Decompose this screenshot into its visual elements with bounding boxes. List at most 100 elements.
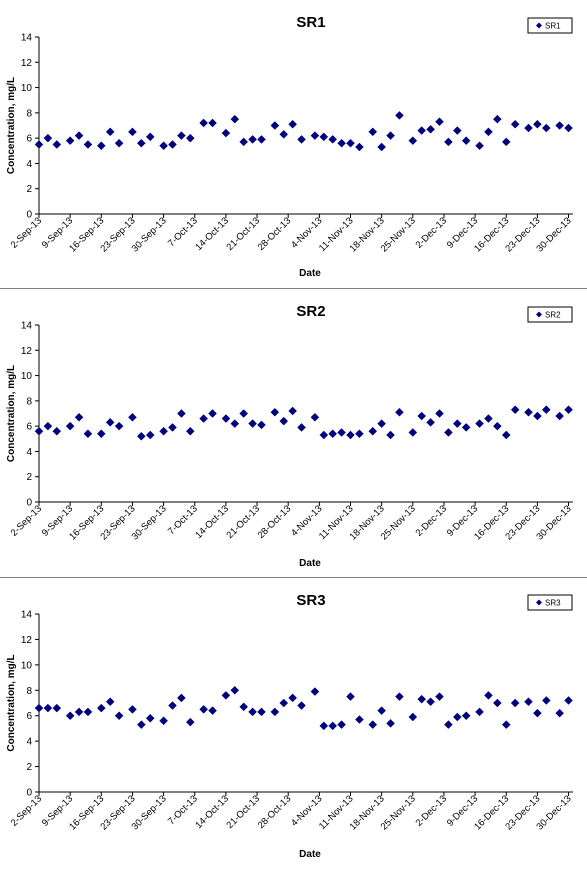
data-point xyxy=(417,411,427,421)
data-point xyxy=(310,131,320,140)
data-point xyxy=(52,140,62,149)
y-tick-label: 0 xyxy=(26,210,32,221)
x-axis-label: Date xyxy=(299,558,321,569)
legend-label: SR3 xyxy=(545,599,561,608)
data-point xyxy=(270,121,280,130)
data-point xyxy=(279,129,289,139)
data-point xyxy=(221,414,231,423)
x-tick-label: 2-Sep-13 xyxy=(9,503,44,538)
x-tick-label: 2-Sep-13 xyxy=(9,793,44,828)
y-tick-label: 4 xyxy=(26,447,32,458)
data-point xyxy=(185,426,195,436)
data-point xyxy=(328,429,338,439)
data-point xyxy=(43,703,53,713)
data-point xyxy=(257,420,266,430)
data-point xyxy=(346,692,355,701)
x-tick-label: 28-Oct-13 xyxy=(256,793,294,831)
chart-panel-sr1: SR1 0 2 4 6 8 10 12 14 2-Sep-13 9-Sep-13 16-Sep-13 2… xyxy=(0,0,587,289)
data-point xyxy=(395,111,404,120)
legend-label: SR1 xyxy=(545,22,561,31)
data-point xyxy=(105,127,115,137)
data-point xyxy=(461,136,471,146)
data-point xyxy=(408,428,418,437)
legend-box xyxy=(527,594,573,611)
data-point xyxy=(541,123,551,133)
data-point xyxy=(65,421,75,431)
data-point xyxy=(492,421,502,431)
data-point xyxy=(377,419,387,428)
data-point xyxy=(105,417,115,427)
data-point xyxy=(159,141,168,151)
data-point xyxy=(501,720,511,729)
y-tick-label: 14 xyxy=(21,321,33,332)
data-point xyxy=(65,136,75,146)
data-point xyxy=(114,711,124,721)
data-point xyxy=(221,128,231,138)
x-tick-label: 2-Dec-13 xyxy=(414,793,449,828)
data-point xyxy=(96,141,106,151)
data-point xyxy=(177,693,186,703)
data-point xyxy=(310,412,320,422)
data-point xyxy=(248,419,257,428)
data-point xyxy=(230,114,240,124)
data-point xyxy=(83,429,93,439)
y-tick-label: 12 xyxy=(21,635,33,646)
data-point xyxy=(34,426,44,436)
data-point xyxy=(355,715,364,724)
y-tick-label: 0 xyxy=(26,498,32,509)
data-point xyxy=(208,706,217,715)
data-point xyxy=(555,411,565,421)
data-point xyxy=(297,701,306,710)
chart-panel-sr2: SR2 0 2 4 6 8 10 12 14 2-Sep-13 9-Sep-13 16-Sep-13 2… xyxy=(0,289,587,578)
x-tick-label: 2-Dec-13 xyxy=(414,215,449,250)
chart-title: SR3 xyxy=(296,592,325,609)
legend-box xyxy=(527,17,573,34)
y-tick-label: 8 xyxy=(26,686,32,697)
data-point xyxy=(74,707,84,717)
chart-title: SR1 xyxy=(296,14,325,31)
chart-title: SR2 xyxy=(296,303,325,320)
data-point xyxy=(270,407,280,417)
y-axis-label: Concentration, mg/L xyxy=(6,365,17,462)
data-point xyxy=(208,409,217,418)
data-point xyxy=(426,697,435,707)
data-point xyxy=(533,411,542,421)
y-axis-label: Concentration, mg/L xyxy=(6,77,17,174)
y-tick-label: 0 xyxy=(26,788,32,799)
y-tick-label: 8 xyxy=(26,108,32,119)
y-tick-label: 4 xyxy=(26,159,32,170)
data-point xyxy=(96,429,106,439)
data-point xyxy=(337,720,346,729)
data-point xyxy=(297,423,306,432)
data-point xyxy=(199,414,209,423)
data-point xyxy=(368,426,378,436)
data-point xyxy=(435,409,444,418)
x-axis-label: Date xyxy=(299,849,321,860)
data-point xyxy=(492,698,502,708)
data-point xyxy=(555,708,565,718)
data-point xyxy=(524,123,533,133)
y-tick-label: 12 xyxy=(21,346,33,357)
data-point xyxy=(279,698,289,708)
data-point xyxy=(408,712,418,722)
data-point xyxy=(355,429,364,439)
y-tick-label: 6 xyxy=(26,134,32,145)
y-tick-label: 14 xyxy=(21,33,33,44)
x-tick-label: 28-Oct-13 xyxy=(256,215,294,253)
y-tick-label: 2 xyxy=(26,762,32,773)
data-point xyxy=(346,430,355,440)
data-point xyxy=(239,702,249,712)
data-point xyxy=(452,419,462,428)
y-axis-label: Concentration, mg/L xyxy=(6,654,17,751)
data-point xyxy=(337,138,346,148)
data-point xyxy=(377,142,387,152)
chart-sr3: SR3024681012142-Sep-139-Sep-1316-Sep-132… xyxy=(6,592,574,860)
y-tick-label: 10 xyxy=(21,660,33,671)
data-point xyxy=(288,119,298,129)
data-point xyxy=(355,142,364,152)
data-point xyxy=(185,717,195,727)
data-point xyxy=(83,140,93,149)
y-tick-label: 10 xyxy=(21,83,33,94)
data-point xyxy=(386,718,395,728)
